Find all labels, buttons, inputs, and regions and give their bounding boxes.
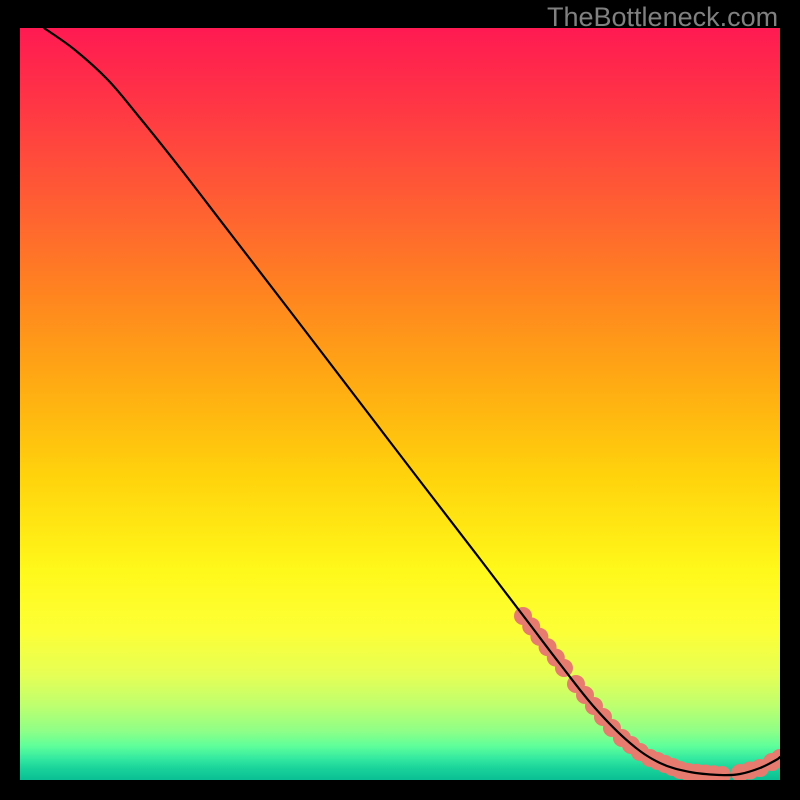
chart-frame: TheBottleneck.com — [0, 0, 800, 800]
plot-area — [20, 28, 780, 780]
bottleneck-curve — [44, 28, 780, 775]
data-markers — [514, 607, 780, 780]
curve-layer — [20, 28, 780, 780]
watermark-text: TheBottleneck.com — [547, 2, 778, 33]
